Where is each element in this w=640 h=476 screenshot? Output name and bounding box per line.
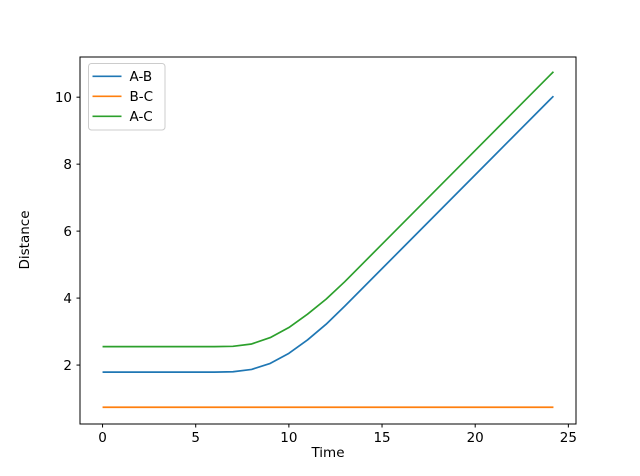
series-lines [102, 71, 555, 409]
x-tick-label: 0 [98, 430, 107, 446]
y-ticks: 2 4 6 8 10 [55, 90, 80, 374]
y-tick-label: 8 [63, 157, 72, 173]
y-axis-label: Distance [17, 210, 33, 269]
x-tick-label: 25 [560, 430, 577, 446]
x-ticks: 0 5 10 15 20 25 [98, 424, 577, 446]
legend-label: A-C [130, 109, 153, 125]
legend-entry: A-B [92, 69, 153, 85]
legend-box [88, 63, 166, 131]
legend-label: B-C [130, 89, 154, 105]
x-tick-label: 5 [191, 430, 200, 446]
x-tick-label: 10 [280, 430, 297, 446]
axes-spines [79, 56, 577, 425]
x-tick-label: 15 [373, 430, 390, 446]
plot-area: 0 5 10 15 20 25 2 4 6 8 10 A-B B-C A-C [55, 56, 577, 446]
y-tick-label: 4 [63, 291, 72, 307]
series-line-a-c [102, 71, 555, 348]
x-axis-label: Time [310, 445, 344, 461]
series-line-a-b [102, 95, 555, 373]
y-tick-label: 10 [55, 90, 72, 106]
y-tick-label: 2 [63, 358, 72, 374]
legend: A-B B-C A-C [88, 63, 166, 131]
legend-entry: B-C [92, 89, 154, 105]
x-tick-label: 20 [467, 430, 484, 446]
y-tick-label: 6 [63, 224, 72, 240]
legend-entry: A-C [92, 109, 153, 125]
legend-label: A-B [130, 69, 153, 85]
